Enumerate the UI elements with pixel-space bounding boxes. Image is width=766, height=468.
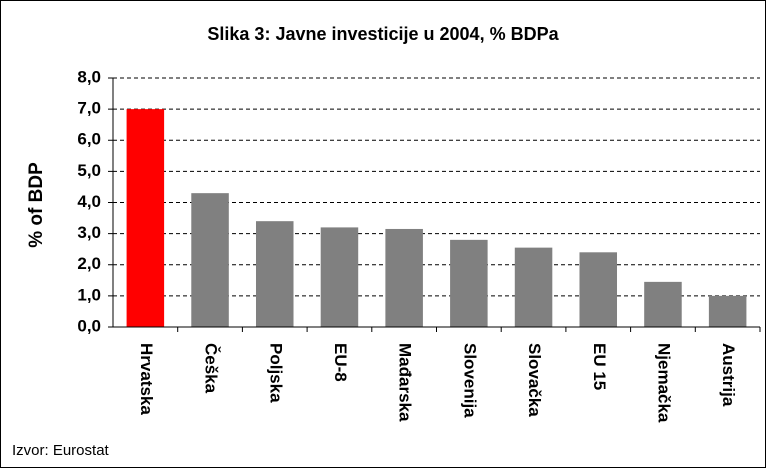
x-tick-label: Češka xyxy=(202,343,221,394)
bar xyxy=(514,247,553,327)
y-tick-label: 0,0 xyxy=(77,316,101,335)
y-tick-label: 3,0 xyxy=(77,223,101,242)
x-tick-label: Austrija xyxy=(719,343,738,407)
y-tick-label: 6,0 xyxy=(77,130,101,149)
bar xyxy=(450,239,488,327)
bar xyxy=(255,221,294,327)
x-tick-label: Slovačka xyxy=(525,343,544,417)
y-tick-label: 8,0 xyxy=(77,67,101,86)
x-tick-label: Njemačka xyxy=(654,343,673,423)
bar xyxy=(320,227,359,327)
bar xyxy=(385,228,423,327)
x-tick-label: EU 15 xyxy=(590,343,609,390)
bar xyxy=(126,109,165,327)
bar xyxy=(708,295,747,327)
y-tick-label: 7,0 xyxy=(77,99,101,118)
x-tick-label: Poljska xyxy=(266,343,285,403)
x-tick-label: Hrvatska xyxy=(137,343,156,415)
chart-title: Slika 3: Javne investicije u 2004, % BDP… xyxy=(207,24,559,44)
y-tick-label: 1,0 xyxy=(77,285,101,304)
x-tick-label: EU-8 xyxy=(331,343,350,382)
y-tick-label: 5,0 xyxy=(77,161,101,180)
y-axis-label: % of BDP xyxy=(26,162,47,248)
y-tick-label: 4,0 xyxy=(77,192,101,211)
x-tick-label: Slovenija xyxy=(460,343,479,418)
bar xyxy=(191,193,229,327)
bar xyxy=(579,252,618,327)
x-tick-label: Mađarska xyxy=(396,343,415,422)
bar xyxy=(644,281,682,327)
source-note: Izvor: Eurostat xyxy=(12,442,110,459)
y-tick-label: 2,0 xyxy=(77,254,101,273)
